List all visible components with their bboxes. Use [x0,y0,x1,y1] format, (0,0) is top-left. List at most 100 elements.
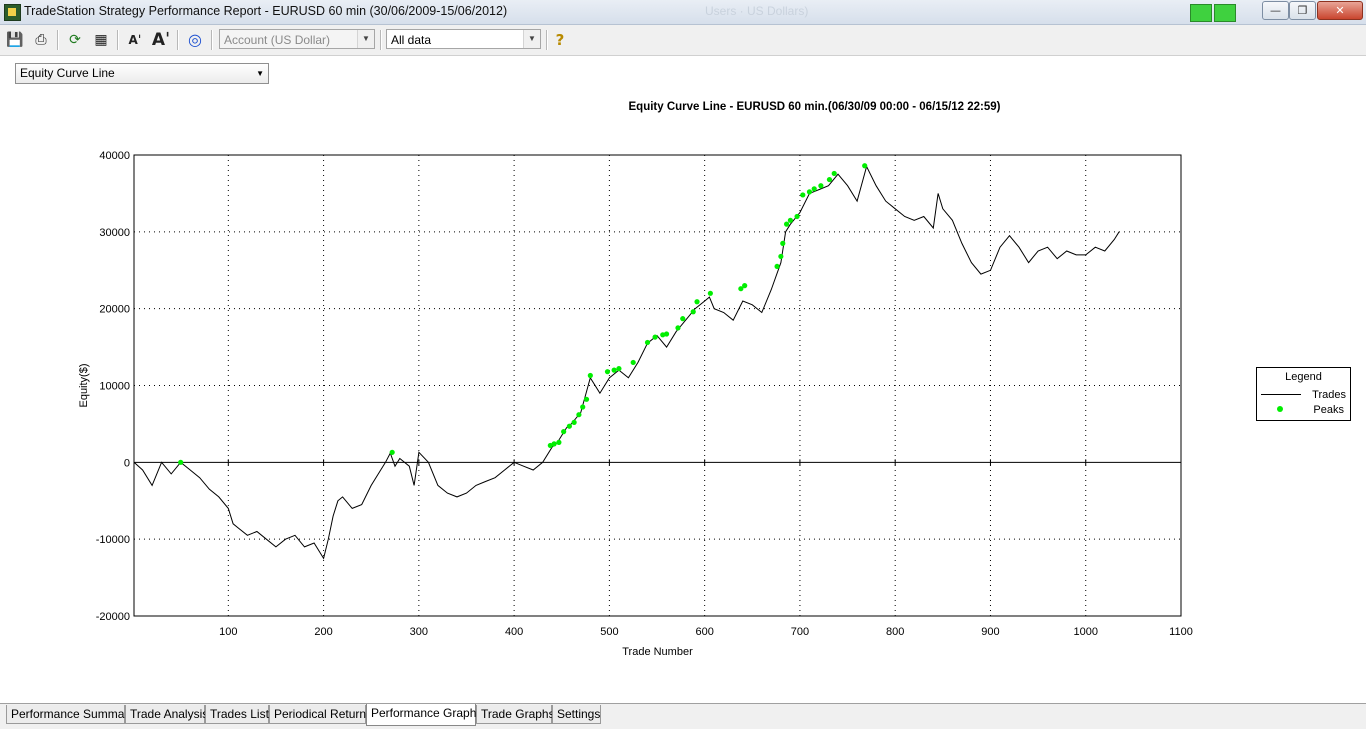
peak-point [680,316,686,322]
peak-point [831,170,837,177]
peak-point [818,183,824,189]
properties-icon[interactable]: ▦ [94,32,108,48]
peak-point [616,365,622,372]
peak-point [576,412,582,418]
background-indicator-icon-2 [1214,4,1236,22]
peak-point [780,240,786,246]
x-tick-label: 400 [505,626,523,638]
peak-point [604,369,611,375]
toolbar-separator [177,30,179,50]
chart-legend: Legend Trades Peaks [1256,367,1351,421]
peak-point [800,192,806,198]
print-icon[interactable]: ⎙ [35,32,47,48]
x-tick-label: 1000 [1073,626,1097,638]
tab-trade-analysis[interactable]: Trade Analysis [125,705,208,724]
y-tick-label: 10000 [99,381,130,393]
y-tick-label: 40000 [99,150,130,162]
peak-point [580,404,586,410]
increase-font-icon[interactable]: Aˈ [151,30,171,50]
trades-series-line [133,165,1120,560]
chevron-down-icon: ▼ [256,69,264,78]
window-title: TradeStation Strategy Performance Report… [24,4,508,18]
tab-periodical-returns[interactable]: Periodical Returns [269,705,372,724]
x-tick-label: 100 [219,626,237,638]
peak-point [556,439,562,445]
maximize-button[interactable]: ❐ [1289,1,1316,20]
peak-point [566,423,572,429]
graph-type-select[interactable]: Equity Curve Line ▼ [15,63,269,84]
peak-point [571,419,577,425]
help-icon[interactable]: ? [555,31,565,49]
tab-settings[interactable]: Settings [552,705,601,724]
report-tabs: Performance Summary Trade Analysis Trade… [0,703,1366,729]
peak-point [783,221,790,227]
tab-trades-list[interactable]: Trades List [205,705,269,724]
tab-performance-summary[interactable]: Performance Summary [6,705,134,724]
equity-chart: 40000 30000 20000 10000 0 -10000 -20000 100 200 3… [78,150,1193,658]
peak-point [774,263,780,270]
x-tick-label: 500 [600,626,618,638]
graph-type-value: Equity Curve Line [20,66,115,80]
chevron-down-icon: ▼ [357,30,374,48]
decrease-font-icon[interactable]: Aˈ [128,33,142,47]
peak-point [630,359,636,366]
minimize-button[interactable]: — [1262,1,1289,20]
x-axis-label: Trade Number [622,646,693,658]
y-axis-label: Equity($) [78,363,90,407]
x-tick-label: 700 [791,626,809,638]
chevron-down-icon: ▼ [523,30,540,48]
peak-point [794,213,800,220]
account-select[interactable]: Account (US Dollar) ▼ [219,29,375,49]
peak-point [826,176,833,183]
toolbar-separator [57,30,59,50]
x-tick-label: 1100 [1169,626,1193,638]
peak-point [611,367,617,373]
account-select-value: Account (US Dollar) [224,33,331,47]
toolbar: 💾 ⎙ ⟳ ▦ Aˈ Aˈ ◎ Account (US Dollar) ▼ Al… [0,25,1366,56]
toolbar-separator [117,30,119,50]
peak-point [663,331,670,337]
y-tick-label: -10000 [96,534,130,546]
close-button[interactable]: ✕ [1317,1,1363,20]
peak-point [690,309,696,315]
plot-frame [133,154,1182,617]
range-select-value: All data [391,33,432,47]
x-tick-label: 200 [314,626,332,638]
legend-peaks-swatch [1277,406,1283,412]
title-bar: TradeStation Strategy Performance Report… [0,0,1366,25]
peak-point [644,339,651,346]
legend-trades-label: Trades [1312,389,1346,401]
legend-trades-swatch [1261,394,1301,395]
peak-point [738,286,744,292]
peak-point [389,449,395,455]
peak-point [806,189,813,195]
y-tick-label: 30000 [99,227,130,239]
tab-performance-graphs[interactable]: Performance Graphs [366,704,482,726]
x-tick-label: 600 [695,626,713,638]
save-icon[interactable]: 💾 [6,32,24,48]
peak-point [694,299,700,305]
peak-point [561,429,567,435]
background-window-title: Users · US Dollars) [705,4,809,18]
legend-title: Legend [1285,371,1322,383]
y-tick-label: 0 [124,457,130,469]
app-icon [4,4,21,21]
peak-point [178,459,184,465]
target-icon[interactable]: ◎ [188,30,202,49]
y-tick-label: 20000 [99,304,130,316]
peak-point [551,441,557,447]
refresh-icon[interactable]: ⟳ [69,32,81,48]
peak-point [811,186,817,192]
peak-point [778,253,784,260]
chart-title: Equity Curve Line - EURUSD 60 min.(06/30… [628,101,1001,113]
peak-point [742,283,748,289]
peak-point [707,290,713,296]
toolbar-separator [546,30,548,50]
peak-point [862,163,868,169]
toolbar-separator [211,30,213,50]
range-select[interactable]: All data ▼ [386,29,541,49]
peak-point [652,334,658,340]
peak-point [587,372,593,379]
x-tick-label: 300 [410,626,428,638]
tab-trade-graphs[interactable]: Trade Graphs [476,705,555,724]
